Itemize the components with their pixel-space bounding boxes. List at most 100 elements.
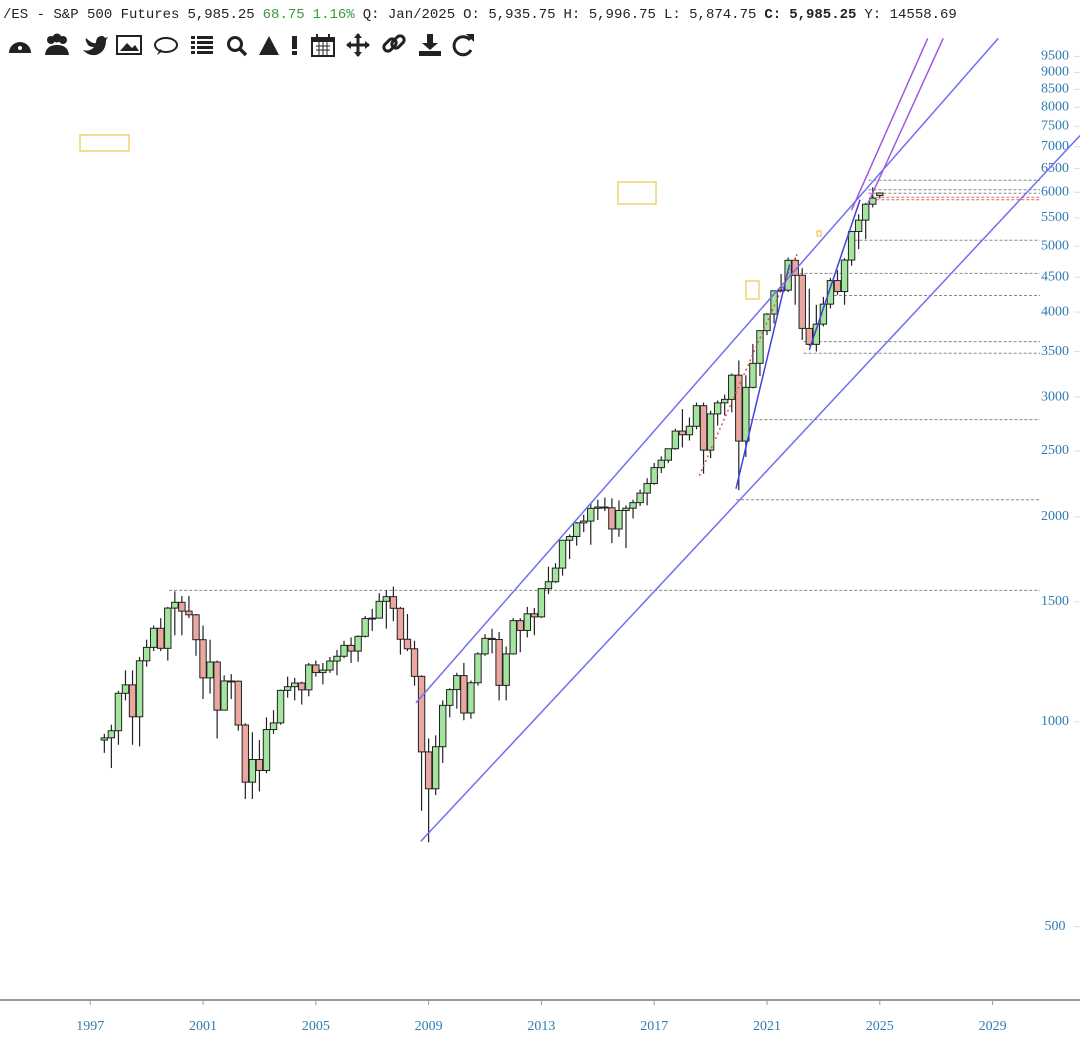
candle-body: [100, 737, 109, 741]
candle-body: [720, 398, 729, 404]
candle-body: [861, 203, 870, 221]
candle-body: [756, 330, 764, 364]
trendline: [866, 38, 944, 206]
list-icon[interactable]: [191, 36, 213, 54]
candle-body: [742, 386, 750, 442]
annotation-box: [816, 230, 822, 237]
candle-body: [424, 751, 433, 790]
candle-body: [474, 653, 482, 684]
candle-body: [213, 661, 221, 711]
triangle-icon[interactable]: [259, 36, 279, 55]
y-tick-label: 1500: [1041, 594, 1069, 609]
candle-body: [749, 362, 757, 388]
candle-body: [580, 520, 588, 524]
candle-body: [389, 596, 398, 609]
candle-body: [326, 660, 334, 671]
candle-body: [622, 507, 630, 511]
candle-body: [537, 588, 546, 618]
candles: [100, 187, 884, 843]
open: O: 5,935.75: [463, 7, 555, 23]
low: L: 5,874.75: [664, 7, 756, 23]
x-tick-label: 2005: [302, 1019, 330, 1034]
candle-body: [594, 506, 602, 509]
y-tick-label: 3500: [1041, 344, 1069, 359]
candle-body: [587, 507, 595, 522]
y-tick-label: 2500: [1041, 443, 1069, 458]
candle-body: [262, 729, 271, 771]
candle-body: [636, 492, 644, 504]
search-icon[interactable]: [227, 36, 248, 57]
calendar-icon[interactable]: [311, 34, 335, 57]
candle-body: [728, 374, 736, 400]
candle-body: [615, 509, 623, 530]
candle-body: [234, 680, 242, 726]
candle-body: [805, 327, 813, 345]
y-tick-label: 7000: [1041, 139, 1069, 154]
candle-body: [453, 675, 461, 691]
y-tick-label: 4500: [1041, 269, 1069, 284]
candle-body: [833, 280, 842, 293]
change-pct: 1.16%: [313, 7, 356, 23]
refresh-icon[interactable]: [452, 34, 474, 57]
y-tick-label: 6000: [1041, 184, 1069, 199]
candle-body: [770, 290, 778, 315]
candle-body: [523, 613, 532, 631]
candle-body: [572, 522, 581, 537]
candle-body: [692, 405, 701, 427]
x-tick-label: 1997: [76, 1019, 104, 1034]
candle-body: [276, 689, 285, 724]
trendline: [735, 264, 791, 489]
candle-body: [847, 230, 856, 261]
comment-icon[interactable]: [154, 37, 178, 55]
y-tick-label: 7500: [1041, 119, 1069, 134]
candle-body: [269, 722, 278, 731]
x-tick-label: 2021: [753, 1019, 781, 1034]
candle-body: [354, 635, 362, 652]
y-tick-label: 500: [1045, 919, 1066, 934]
candle-body: [298, 682, 306, 691]
candle-body: [516, 620, 524, 631]
candle-body: [876, 192, 884, 196]
high: H: 5,996.75: [564, 7, 656, 23]
toolbar: [9, 33, 474, 57]
candle-body: [248, 759, 257, 783]
candle-body: [171, 601, 179, 609]
x-tick-label: 2001: [189, 1019, 217, 1034]
candle-body: [340, 644, 348, 657]
candle-body: [417, 675, 426, 753]
candle-body: [763, 313, 771, 332]
dashboard-icon[interactable]: [9, 42, 31, 53]
candle-body: [220, 680, 228, 711]
candle-body: [678, 430, 687, 436]
candle-body: [410, 648, 419, 677]
image-icon[interactable]: [116, 35, 142, 55]
header: /ES - S&P 500 Futures 5,985.25 68.75 1.16% Q…: [3, 7, 957, 23]
candle-body: [657, 459, 665, 469]
candle-body: [149, 627, 158, 648]
candle-body: [283, 686, 292, 691]
candle-body: [199, 639, 207, 679]
price: 5,985.25: [187, 7, 254, 23]
twitter-icon[interactable]: [83, 36, 108, 56]
link-icon[interactable]: [382, 34, 406, 53]
alert-icon[interactable]: [292, 36, 297, 55]
y-tick-label: 2000: [1041, 509, 1069, 524]
candle-body: [798, 274, 806, 329]
candle-body: [347, 644, 355, 652]
candle-body: [509, 620, 517, 655]
candle-body: [164, 607, 172, 649]
candle-body: [650, 467, 658, 485]
candle-body: [431, 746, 440, 790]
candle-body: [446, 689, 454, 706]
candle-body: [685, 425, 694, 436]
users-icon[interactable]: [45, 33, 69, 56]
move-icon[interactable]: [346, 33, 370, 57]
y-tick-label: 9000: [1041, 65, 1069, 80]
y-tick-label: 5500: [1041, 210, 1069, 225]
download-icon[interactable]: [419, 34, 441, 56]
x-tick-label: 2025: [866, 1019, 894, 1034]
trendline: [420, 135, 1080, 842]
annotation-box: [745, 280, 760, 300]
candle-body: [530, 613, 539, 618]
